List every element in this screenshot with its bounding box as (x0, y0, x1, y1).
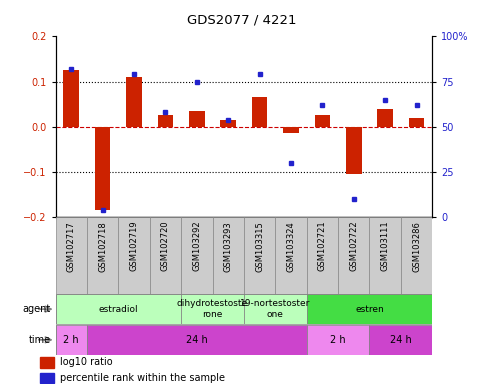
Bar (56, 295, 181, 324)
Text: GSM102720: GSM102720 (161, 221, 170, 271)
Bar (181, 217, 213, 294)
Text: GSM103111: GSM103111 (381, 221, 390, 271)
Text: GSM102721: GSM102721 (318, 221, 327, 271)
Text: percentile rank within the sample: percentile rank within the sample (60, 373, 225, 383)
Bar (275, 217, 307, 294)
Text: log10 ratio: log10 ratio (60, 358, 112, 367)
Bar (56, 325, 87, 354)
Text: GSM102718: GSM102718 (98, 221, 107, 271)
Bar (401, 217, 432, 294)
Bar (126, 77, 142, 127)
Text: 2 h: 2 h (330, 335, 346, 345)
Text: GSM103315: GSM103315 (255, 221, 264, 271)
Text: GSM103324: GSM103324 (286, 221, 296, 271)
Bar (244, 217, 275, 294)
Bar (346, 127, 362, 174)
Bar (338, 217, 369, 294)
Bar (181, 295, 244, 324)
Text: GSM102722: GSM102722 (349, 221, 358, 271)
Bar (307, 217, 338, 294)
Bar (63, 70, 79, 127)
Bar (95, 127, 111, 210)
Text: 19-nortestoster
one: 19-nortestoster one (240, 300, 311, 319)
Bar (40, 357, 54, 367)
Text: 2 h: 2 h (63, 335, 79, 345)
Bar (220, 120, 236, 127)
Bar (369, 325, 432, 354)
Bar (377, 109, 393, 127)
Text: GSM103292: GSM103292 (192, 221, 201, 271)
Text: GSM103293: GSM103293 (224, 221, 233, 271)
Bar (409, 118, 425, 127)
Text: GDS2077 / 4221: GDS2077 / 4221 (187, 13, 296, 26)
Bar (157, 116, 173, 127)
Bar (244, 295, 307, 324)
Text: estren: estren (355, 305, 384, 314)
Bar (87, 217, 118, 294)
Text: 24 h: 24 h (186, 335, 208, 345)
Bar (307, 295, 432, 324)
Bar (40, 373, 54, 383)
Text: time: time (28, 335, 51, 345)
Text: GSM102719: GSM102719 (129, 221, 139, 271)
Text: GSM103286: GSM103286 (412, 221, 421, 271)
Bar (314, 116, 330, 127)
Bar (369, 217, 401, 294)
Bar (213, 217, 244, 294)
Bar (283, 127, 299, 134)
Bar (150, 217, 181, 294)
Text: GSM102717: GSM102717 (67, 221, 76, 271)
Text: dihydrotestoste
rone: dihydrotestoste rone (177, 300, 248, 319)
Bar (189, 111, 205, 127)
Bar (56, 217, 87, 294)
Bar (307, 325, 369, 354)
Bar (87, 325, 307, 354)
Text: agent: agent (23, 304, 51, 314)
Bar (118, 217, 150, 294)
Text: estradiol: estradiol (99, 305, 138, 314)
Text: 24 h: 24 h (390, 335, 412, 345)
Bar (252, 98, 268, 127)
